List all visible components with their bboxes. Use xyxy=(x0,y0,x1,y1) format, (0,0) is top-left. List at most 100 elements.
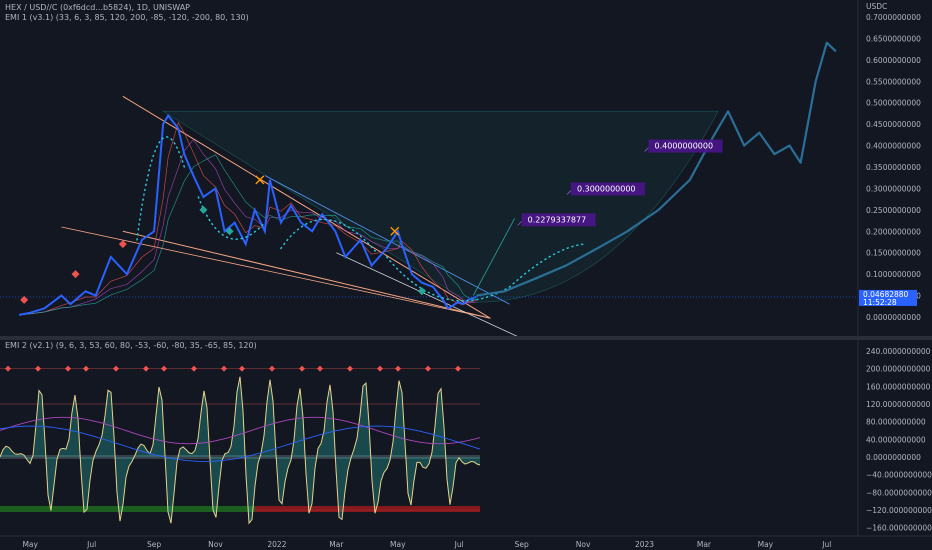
oscillator-top-marker xyxy=(191,365,197,372)
support-line xyxy=(61,226,491,319)
time-tick-label: Sep xyxy=(515,540,529,549)
time-tick-label: Jul xyxy=(821,540,831,549)
osc-tick-label: 120.0000000000 xyxy=(866,400,931,409)
countdown-value: 11:52:28 xyxy=(863,298,897,307)
osc-tick-label: 40.0000000000 xyxy=(866,435,926,444)
signal-marker xyxy=(225,227,234,236)
annotation-box xyxy=(521,213,596,227)
price-tick-label: 0.2500000000 xyxy=(866,206,921,215)
main-pane[interactable]: 0.2279337877 0.3000000000 0.4000000000 xyxy=(0,41,858,339)
wedge-lower-line xyxy=(122,230,491,319)
osc-tick-label: −160.0000000000 xyxy=(866,524,932,533)
wedge-upper-line xyxy=(122,95,491,319)
oscillator-top-marker xyxy=(395,365,401,372)
oscillator-top-marker xyxy=(83,365,89,372)
pane-divider[interactable] xyxy=(0,336,932,340)
annotation-pointer xyxy=(566,190,572,195)
moving-average-line xyxy=(19,154,477,316)
price-tick-label: 0.2000000000 xyxy=(866,227,921,236)
time-tick-label: May xyxy=(390,540,406,549)
time-tick-label: Mar xyxy=(329,540,344,549)
time-tick-label: Nov xyxy=(208,540,223,549)
signal-marker xyxy=(20,295,29,304)
channel-upper-line xyxy=(264,175,510,305)
oscillator-signal-line xyxy=(0,376,481,525)
oscillator-top-marker xyxy=(347,365,353,372)
time-axis[interactable]: May Jul Sep Nov 2022 Mar May Jul Sep Nov 2023 Mar Ma… xyxy=(22,540,831,549)
oscillator-top-marker xyxy=(425,365,431,372)
osc-tick-label: −40.0000000000 xyxy=(866,471,932,480)
oscillator-slow-line xyxy=(0,416,481,445)
dotted-arc xyxy=(136,136,186,241)
osc-tick-label: 0.0000000000 xyxy=(866,453,921,462)
price-tick-label: 0.5000000000 xyxy=(866,99,921,108)
time-tick-label: Nov xyxy=(576,540,591,549)
oscillator-top-marker xyxy=(113,365,119,372)
osc-tick-label: −120.0000000000 xyxy=(866,506,932,515)
current-price-value: 0.04682880 xyxy=(863,290,909,299)
oscillator-axis[interactable]: 240.0000000000 200.0000000000 160.00000000… xyxy=(866,347,932,533)
time-tick-label: Sep xyxy=(147,540,161,549)
price-tick-label: 0.0000000000 xyxy=(866,313,921,322)
signal-strip xyxy=(255,506,480,512)
oscillator-fill xyxy=(0,376,480,524)
channel-lower-line xyxy=(336,252,518,336)
oscillator-top-marker xyxy=(143,365,149,372)
indicator2-legend[interactable]: EMI 2 (v2.1) (9, 6, 3, 53, 60, 80, -53, … xyxy=(5,341,257,350)
zero-band xyxy=(0,455,480,459)
oscillator-top-marker xyxy=(35,365,41,372)
signal-strip xyxy=(0,506,255,512)
price-tick-label: 0.4500000000 xyxy=(866,120,921,129)
oscillator-top-marker xyxy=(65,365,71,372)
annotation-box xyxy=(648,139,723,153)
osc-tick-label: 200.0000000000 xyxy=(866,365,931,374)
price-tick-label: 0.5500000000 xyxy=(866,77,921,86)
annotation-pointer xyxy=(517,221,522,226)
signal-marker xyxy=(417,287,426,296)
price-tick-label: 0.7000000000 xyxy=(866,13,921,22)
oscillator-top-marker xyxy=(455,365,461,372)
price-tick-label: 0.4000000000 xyxy=(866,142,921,151)
signal-marker xyxy=(199,205,208,214)
signal-marker xyxy=(71,270,80,279)
price-line xyxy=(18,113,477,316)
price-tick-label: 0.3500000000 xyxy=(866,163,921,172)
projection-path xyxy=(476,41,837,297)
oscillator-top-marker xyxy=(317,365,323,372)
price-tick-label: 0.3000000000 xyxy=(866,184,921,193)
cross-marker xyxy=(390,226,400,236)
osc-tick-label: 240.0000000000 xyxy=(866,347,931,356)
oscillator-top-marker xyxy=(161,365,167,372)
time-tick-label: May xyxy=(758,540,774,549)
projection-arrow xyxy=(472,218,515,296)
oscillator-pane[interactable] xyxy=(0,365,481,525)
price-axis[interactable]: USDC 0.7000000000 0.6500000000 0.6000000000… xyxy=(859,2,921,322)
indicator1-legend[interactable]: EMI 1 (v3.1) (33, 6, 3, 85, 120, 200, -8… xyxy=(5,13,249,22)
symbol-legend[interactable]: HEX / USD//C (0xf6dcd...b5824), 1D, UNIS… xyxy=(5,3,191,12)
oscillator-top-marker xyxy=(299,365,305,372)
oscillator-slow-line xyxy=(0,425,481,462)
price-tick-label: 0.6500000000 xyxy=(866,34,921,43)
osc-tick-label: 80.0000000000 xyxy=(866,418,926,427)
dotted-arc xyxy=(385,243,584,302)
price-tick-label: 0.1000000000 xyxy=(866,270,921,279)
price-tick-label: 0.1500000000 xyxy=(866,249,921,258)
annotation-box xyxy=(570,182,645,196)
current-price-tag xyxy=(859,289,917,306)
signal-marker xyxy=(118,240,127,249)
oscillator-top-marker xyxy=(377,365,383,372)
oscillator-top-marker xyxy=(269,365,275,372)
currency-label: USDC xyxy=(866,2,887,11)
dotted-arc xyxy=(280,218,378,254)
time-tick-label: 2023 xyxy=(635,540,654,549)
annotation-label: 0.4000000000 xyxy=(655,142,714,151)
time-tick-label: Jul xyxy=(454,540,464,549)
dotted-arc xyxy=(197,196,266,240)
annotation-label: 0.3000000000 xyxy=(577,184,636,193)
price-tick-label: 0.6000000000 xyxy=(866,56,921,65)
time-tick-label: 2022 xyxy=(267,540,286,549)
annotation-label: 0.2279337877 xyxy=(528,215,587,224)
oscillator-top-marker xyxy=(5,365,11,372)
time-tick-label: May xyxy=(22,540,38,549)
